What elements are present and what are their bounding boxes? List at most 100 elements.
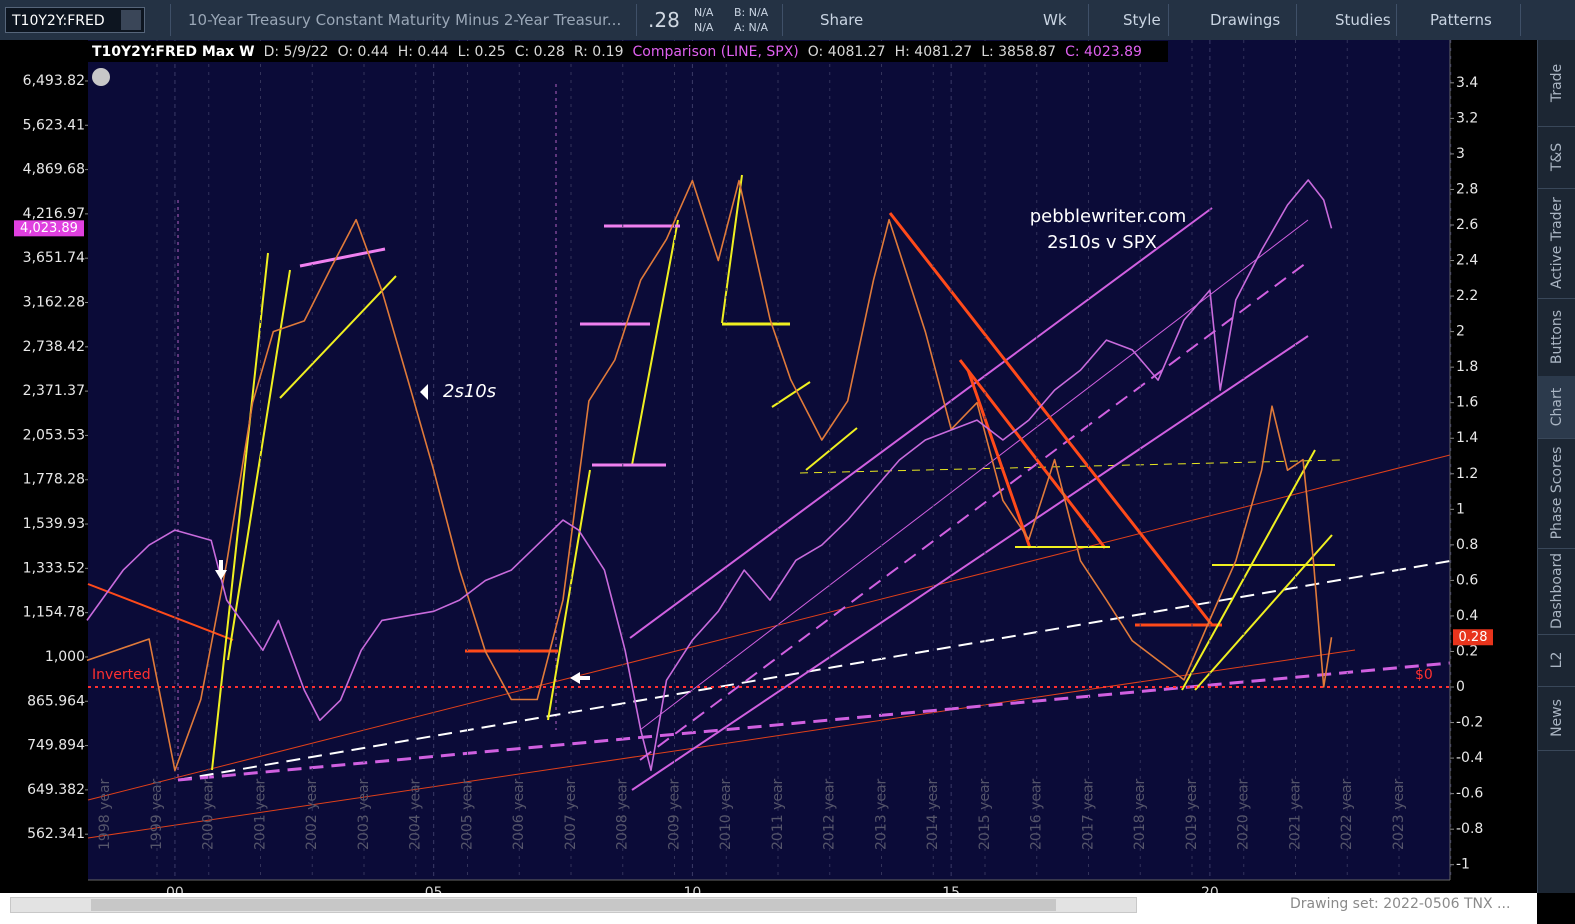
y-tick-label: 1,778.28 <box>23 472 85 488</box>
year-label: 2012 year <box>822 778 838 850</box>
x-tick-label: 20 <box>1201 885 1219 893</box>
info-text: C: 0.28 <box>515 44 565 60</box>
y2-tick-label: 1.4 <box>1456 430 1478 446</box>
chart: 1998 year 1999 year 2000 year 2001 year 2002… <box>0 40 1537 893</box>
last-value-tag <box>1453 629 1493 646</box>
year-label: 2013 year <box>873 778 889 850</box>
annotation: Inverted <box>92 667 151 683</box>
toolbar-button[interactable]: Drawings <box>1210 11 1281 29</box>
change: N/A <box>694 6 714 19</box>
sidebar-tab[interactable]: L2 <box>1538 634 1575 687</box>
y2-tick-label: 1.2 <box>1456 466 1478 482</box>
channel-line <box>629 207 1213 639</box>
separator <box>1520 4 1521 36</box>
separator <box>1296 4 1297 36</box>
sidebar-tab[interactable]: T&S <box>1538 126 1575 189</box>
tab-label: Active Trader <box>1549 197 1565 289</box>
change-pct: N/A <box>694 21 714 34</box>
y-tick-label: 4,216.97 <box>23 206 85 222</box>
y2-tick-label: 1 <box>1456 501 1465 517</box>
year-label: 2008 year <box>615 778 631 850</box>
annotation: pebblewriter.com <box>1030 206 1187 227</box>
sidebar-tab[interactable]: Chart <box>1538 376 1575 439</box>
sidebar-tab[interactable]: Phase Scores <box>1538 438 1575 549</box>
toolbar-button[interactable]: Share <box>820 11 864 29</box>
separator <box>782 4 783 36</box>
tab-label: Trade <box>1549 63 1565 103</box>
tab-label: Chart <box>1549 387 1565 427</box>
y-tick-label: 2,053.53 <box>23 427 85 443</box>
scrollbar[interactable] <box>10 897 1137 913</box>
y-tick-label: 5,623.41 <box>23 117 85 133</box>
x-tick-label: 15 <box>942 885 960 893</box>
year-label: 2011 year <box>770 778 786 850</box>
plot: 1998 year 1999 year 2000 year 2001 year 2002… <box>14 40 1493 893</box>
y2-tick-label: 2.4 <box>1456 253 1478 269</box>
y-tick-label: 865.964 <box>27 693 85 709</box>
symbol-box[interactable]: T10Y2Y:FRED <box>5 7 145 33</box>
bottom-bar: Drawing set: 2022-0506 TNX ... <box>0 893 1537 924</box>
last-value-tag <box>14 220 84 237</box>
y2-tick-label: 2.2 <box>1456 288 1478 304</box>
trend-line <box>177 560 1451 781</box>
year-label: 2022 year <box>1339 778 1355 850</box>
trend-line <box>177 661 1451 782</box>
toolbar-button[interactable]: Studies <box>1335 11 1391 29</box>
series-line <box>86 179 1333 772</box>
tab-label: Phase Scores <box>1549 446 1565 540</box>
info-text: H: 4081.27 <box>895 44 973 60</box>
y-tick-label: 2,371.37 <box>23 383 85 399</box>
channel-line <box>631 335 1309 791</box>
trend-line <box>211 252 269 771</box>
sidebar-tab[interactable]: Dashboard <box>1538 548 1575 635</box>
y2-tick-label: 0.6 <box>1456 572 1478 588</box>
toolbar-button[interactable]: Patterns <box>1430 11 1492 29</box>
separator <box>1396 4 1397 36</box>
separator <box>636 4 637 36</box>
y-tick-label: 749.894 <box>27 738 85 754</box>
series-line <box>86 179 1333 772</box>
ask: A: N/A <box>734 21 768 34</box>
y-tick-label: 3,651.74 <box>23 250 85 266</box>
sidebar-tab[interactable]: Trade <box>1538 40 1575 127</box>
level-line <box>299 247 386 268</box>
tab-label: T&S <box>1549 142 1565 172</box>
info-bar: T10Y2Y:FRED Max W D: 5/9/22 O: 0.44 H: 0.44… <box>88 41 1168 62</box>
year-label: 2002 year <box>304 778 320 850</box>
scroll-thumb[interactable] <box>91 899 1056 911</box>
annotation: 2s10s <box>443 381 496 402</box>
year-label: 2007 year <box>563 778 579 850</box>
dropdown[interactable] <box>121 10 141 30</box>
year-label: 2003 year <box>356 778 372 850</box>
toolbar-button[interactable]: Wk <box>1043 11 1067 29</box>
x-tick-label: 05 <box>425 885 443 893</box>
info-text: T10Y2Y:FRED Max W <box>92 44 255 60</box>
toolbar: T10Y2Y:FRED 10-Year Treasury Constant Ma… <box>0 0 1575 41</box>
year-label: 2005 year <box>459 778 475 850</box>
toolbar-button[interactable]: Style <box>1123 11 1161 29</box>
sidebar-tab[interactable]: Buttons <box>1538 298 1575 377</box>
plot-area <box>88 40 1450 880</box>
sidebar-tab[interactable]: News <box>1538 686 1575 751</box>
sidebar-tab[interactable]: Active Trader <box>1538 188 1575 299</box>
y-tick-label: 1,539.93 <box>23 516 85 532</box>
y2-tick-label: 0.2 <box>1456 643 1478 659</box>
trend-line <box>966 369 1032 549</box>
trend-line <box>1181 449 1316 691</box>
tab-label: News <box>1549 699 1565 737</box>
symbol: T10Y2Y:FRED <box>12 13 105 29</box>
trend-line <box>805 427 858 471</box>
trend-line <box>87 583 234 641</box>
y2-tick-label: 0.4 <box>1456 608 1478 624</box>
y-tick-label: 3,162.28 <box>23 295 85 311</box>
year-label: 2021 year <box>1287 778 1303 850</box>
drawing-set[interactable]: Drawing set: 2022-0506 TNX ... <box>1290 896 1511 912</box>
info-text: O: 4081.27 <box>808 44 886 60</box>
year-label: 2010 year <box>718 778 734 850</box>
tab-label: Buttons <box>1549 309 1565 365</box>
y2-tick-label: 1.6 <box>1456 395 1478 411</box>
trend-line <box>279 275 397 399</box>
trend-line <box>721 174 743 324</box>
annotation: $0 <box>1415 667 1433 683</box>
